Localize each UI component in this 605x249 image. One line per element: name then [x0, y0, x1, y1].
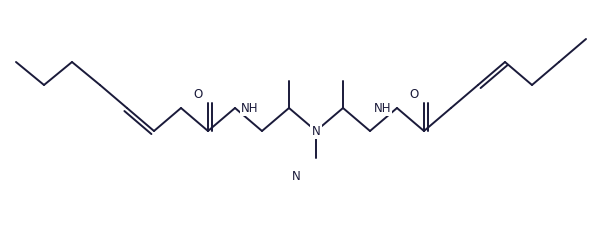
Text: N: N: [292, 170, 300, 183]
Text: NH: NH: [241, 102, 258, 115]
Text: NH: NH: [373, 102, 391, 115]
Text: O: O: [410, 88, 419, 101]
Text: N: N: [312, 124, 321, 137]
Text: O: O: [194, 88, 203, 101]
